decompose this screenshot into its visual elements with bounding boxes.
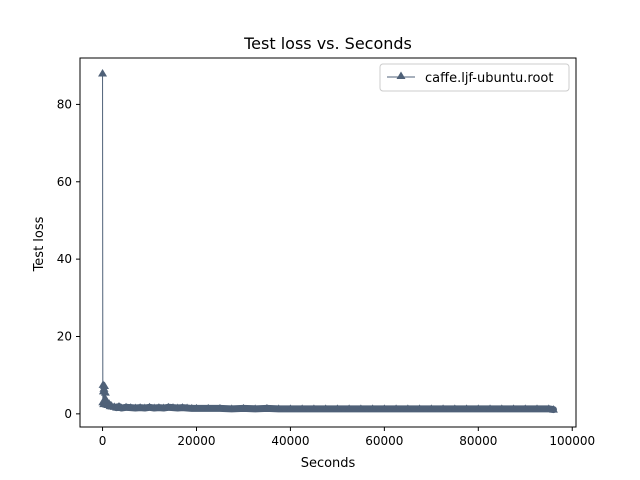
y-axis-label: Test loss — [32, 216, 47, 272]
data-point — [415, 404, 425, 412]
data-point — [548, 405, 558, 413]
legend: caffe.ljf-ubuntu.root — [379, 63, 570, 92]
data-point — [485, 404, 495, 412]
data-point — [100, 388, 110, 396]
data-point — [426, 404, 436, 412]
series-line — [102, 73, 554, 411]
data-point — [321, 404, 331, 412]
data-point — [203, 403, 213, 412]
y-tick-label: 0 — [64, 407, 72, 421]
data-point — [285, 404, 295, 412]
legend-box — [379, 63, 570, 92]
data-point — [450, 404, 460, 412]
data-point — [532, 404, 542, 412]
data-point — [309, 404, 319, 412]
data-point — [368, 404, 378, 412]
data-point — [403, 404, 413, 412]
axis-ticks: 0 20000 40000 60000 80000 100000 0 20 40 60 80 — [57, 97, 595, 448]
legend-triangle-icon — [396, 71, 406, 79]
chart-title: Test loss vs. Seconds — [243, 34, 412, 53]
legend-label: caffe.ljf-ubuntu.root — [425, 71, 553, 86]
data-point — [497, 404, 507, 412]
y-tick-label: 60 — [57, 175, 72, 189]
data-point — [462, 404, 472, 412]
data-point — [520, 404, 530, 412]
y-tick-label: 20 — [57, 329, 72, 343]
data-point — [379, 404, 389, 412]
data-point — [100, 381, 110, 389]
plot-area — [98, 68, 558, 414]
data-point — [438, 404, 448, 412]
data-point — [191, 403, 201, 412]
x-tick-label: 80000 — [459, 434, 497, 448]
data-point — [297, 404, 307, 412]
data-point — [391, 404, 401, 412]
x-tick-label: 0 — [99, 434, 107, 448]
x-tick-label: 40000 — [271, 434, 309, 448]
data-point — [473, 404, 483, 412]
x-tick-label: 100000 — [549, 434, 595, 448]
y-tick-label: 40 — [57, 252, 72, 266]
x-tick-label: 20000 — [177, 434, 215, 448]
data-point — [215, 403, 225, 412]
x-tick-label: 60000 — [365, 434, 403, 448]
data-point — [356, 404, 366, 412]
data-point — [332, 404, 342, 412]
plot-frame — [79, 57, 577, 428]
data-point — [262, 403, 272, 412]
data-point — [274, 404, 284, 412]
data-point — [344, 404, 354, 412]
y-tick-label: 80 — [57, 97, 72, 111]
data-point — [509, 404, 519, 412]
data-point — [98, 68, 108, 77]
data-point — [250, 404, 260, 412]
data-point — [238, 403, 248, 412]
x-axis-label: Seconds — [301, 456, 356, 471]
data-point — [227, 404, 237, 412]
